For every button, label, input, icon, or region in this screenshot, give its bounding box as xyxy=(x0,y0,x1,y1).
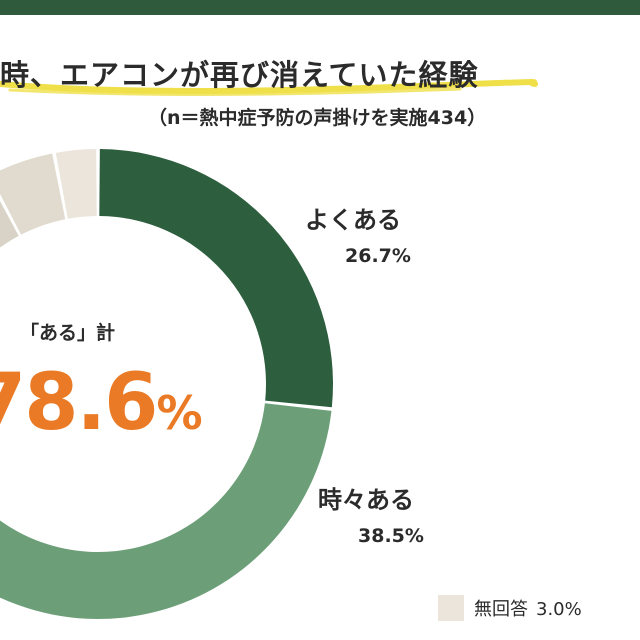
label-yoku-aru-name: よくある xyxy=(305,206,401,234)
label-tokidoki-aru-value: 38.5% xyxy=(358,525,424,547)
chart-title: 時、エアコンが再び消えていた経験 xyxy=(0,58,479,92)
center-label: 「ある」計 xyxy=(20,322,116,344)
center-value: 78.6% xyxy=(0,358,203,448)
chart-subtitle: （n＝熱中症予防の声掛けを実施434） xyxy=(148,107,487,129)
legend: 無回答 3.0% xyxy=(438,595,582,621)
label-tokidoki-aru: 時々ある 38.5% xyxy=(318,480,424,547)
legend-swatch-muka-i-to xyxy=(438,595,464,621)
legend-value: 3.0% xyxy=(536,599,582,620)
legend-name: 無回答 xyxy=(474,599,528,620)
label-yoku-aru: よくある 26.7% xyxy=(305,200,411,267)
title-highlight xyxy=(0,79,538,96)
donut-segment-1 xyxy=(0,403,332,619)
label-tokidoki-aru-name: 時々ある xyxy=(318,486,414,514)
donut-segment-2 xyxy=(0,201,19,248)
top-bar xyxy=(0,0,640,15)
donut-segment-0 xyxy=(99,149,334,408)
center-value-unit: % xyxy=(156,386,203,440)
donut-segment-3 xyxy=(0,153,66,235)
donut-segment-4 xyxy=(55,149,97,219)
legend-entry: 無回答 3.0% xyxy=(474,595,582,621)
label-yoku-aru-value: 26.7% xyxy=(345,245,411,267)
center-value-number: 78.6 xyxy=(0,358,158,448)
